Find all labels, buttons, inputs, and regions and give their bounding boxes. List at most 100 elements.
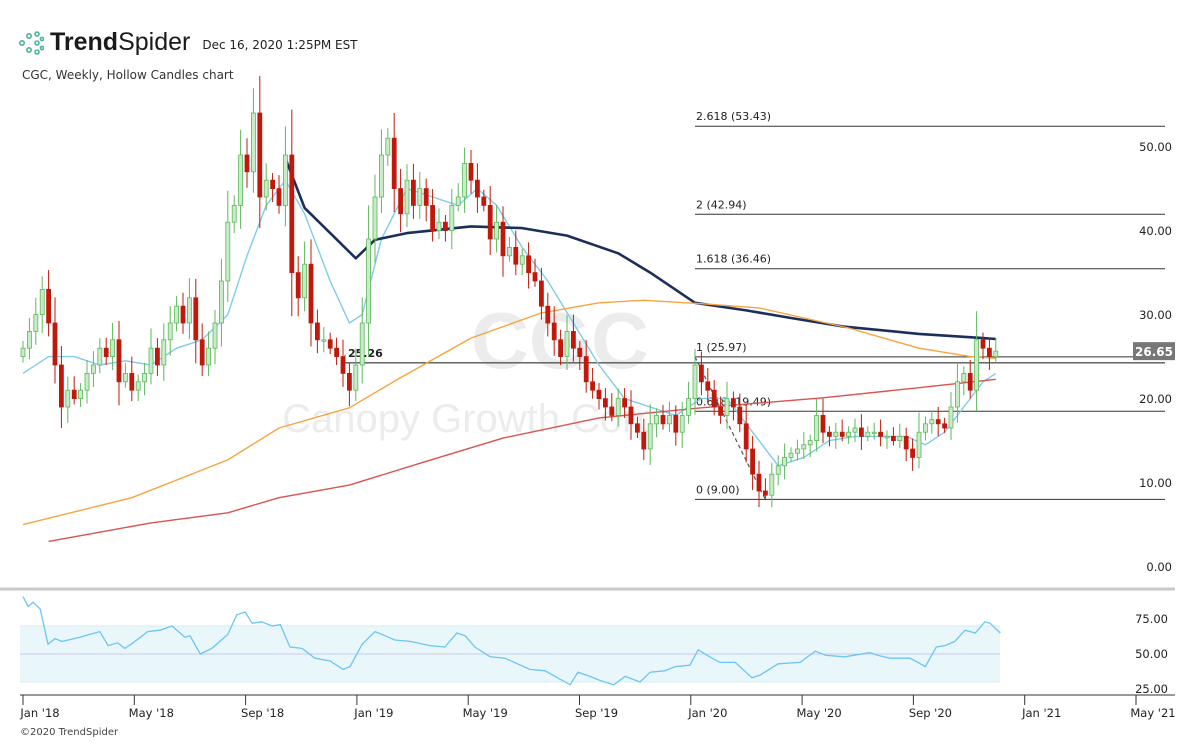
candle	[462, 147, 468, 213]
candle	[302, 241, 308, 312]
candle-body	[654, 414, 659, 425]
candle-body	[814, 414, 819, 441]
candle-body	[436, 221, 442, 231]
candle	[167, 306, 173, 356]
candle	[282, 126, 288, 227]
candle	[59, 346, 64, 428]
candle-body	[78, 389, 83, 400]
candle	[628, 390, 634, 440]
candle	[263, 163, 269, 211]
candle-body	[186, 297, 192, 324]
candle-body	[846, 431, 851, 437]
x-tick-label: May '21	[1130, 706, 1175, 720]
brand-light: Spider	[118, 28, 191, 56]
candle-body	[948, 406, 954, 429]
candle	[558, 329, 563, 365]
candle-body	[193, 297, 199, 341]
fib-level-label: 2.618 (53.43)	[696, 110, 771, 123]
candle	[103, 337, 109, 365]
candle	[583, 340, 589, 393]
candle	[891, 427, 896, 446]
candle-body	[801, 444, 807, 450]
candle-body	[474, 179, 480, 198]
candle	[372, 174, 378, 263]
candle-body	[270, 179, 276, 189]
fib-level-label: 1 (25.97)	[696, 341, 747, 354]
candle-body	[487, 204, 493, 240]
candle	[923, 416, 928, 441]
candle-body	[71, 389, 77, 400]
candle-body	[174, 305, 180, 324]
candle-body	[148, 347, 154, 374]
candle-body	[545, 305, 551, 324]
candle-body	[353, 364, 359, 391]
candle-body	[775, 465, 781, 475]
candle	[948, 392, 954, 441]
candle	[506, 236, 512, 262]
candle	[910, 438, 915, 471]
candle-body	[903, 435, 909, 450]
candle-body	[449, 204, 455, 231]
candle	[526, 242, 531, 289]
candle	[423, 178, 429, 222]
candle-body	[180, 305, 186, 324]
candle	[225, 190, 231, 302]
candle-body	[763, 490, 768, 496]
candle-body	[385, 137, 391, 156]
candle-body	[167, 322, 173, 341]
candle-body	[935, 419, 941, 425]
candle	[884, 430, 890, 449]
candle	[519, 248, 525, 276]
brand-name: TrendSpider	[50, 28, 190, 57]
moving-average-red	[48, 378, 996, 543]
candle-body	[500, 221, 506, 257]
candle	[71, 376, 77, 405]
candle-body	[679, 414, 685, 433]
candle-body	[884, 435, 890, 439]
candle-body	[737, 406, 743, 425]
candle-body	[346, 372, 352, 391]
candle	[551, 306, 557, 356]
x-tick-label: Sep '19	[575, 706, 618, 720]
candle	[545, 292, 551, 337]
candle	[833, 422, 839, 449]
candle-body	[430, 204, 436, 231]
candle	[564, 315, 570, 371]
candle-body	[916, 431, 922, 458]
candle	[97, 338, 103, 374]
candle	[814, 399, 819, 452]
candle-body	[667, 414, 672, 425]
y-tick-label: 10.00	[1139, 476, 1172, 490]
x-tick-label: May '18	[129, 706, 174, 720]
candle	[737, 393, 743, 433]
candle-body	[225, 221, 231, 282]
candle	[660, 404, 666, 430]
candle	[295, 256, 301, 317]
candle	[769, 462, 775, 508]
candle-body	[859, 427, 864, 437]
candle	[455, 183, 461, 212]
candle-body	[116, 339, 122, 383]
rsi-tick-label: 50.00	[1135, 647, 1168, 661]
timestamp: Dec 16, 2020 1:25PM EST	[202, 37, 358, 52]
candle-body	[820, 414, 826, 433]
candle-body	[539, 280, 544, 307]
candle	[532, 258, 538, 287]
candle	[871, 422, 877, 440]
candle	[385, 128, 391, 166]
candle-body	[871, 431, 877, 435]
candle-body	[967, 372, 973, 391]
candle	[110, 323, 115, 371]
candle-body	[110, 339, 115, 357]
candle	[250, 88, 256, 193]
candle	[26, 317, 32, 360]
candle	[756, 460, 762, 507]
candle-body	[878, 431, 883, 437]
candle-body	[123, 372, 128, 383]
candle-body	[622, 398, 627, 408]
candle	[123, 362, 128, 388]
candle-body	[577, 347, 583, 358]
candle	[647, 404, 653, 465]
candle-body	[564, 330, 570, 357]
